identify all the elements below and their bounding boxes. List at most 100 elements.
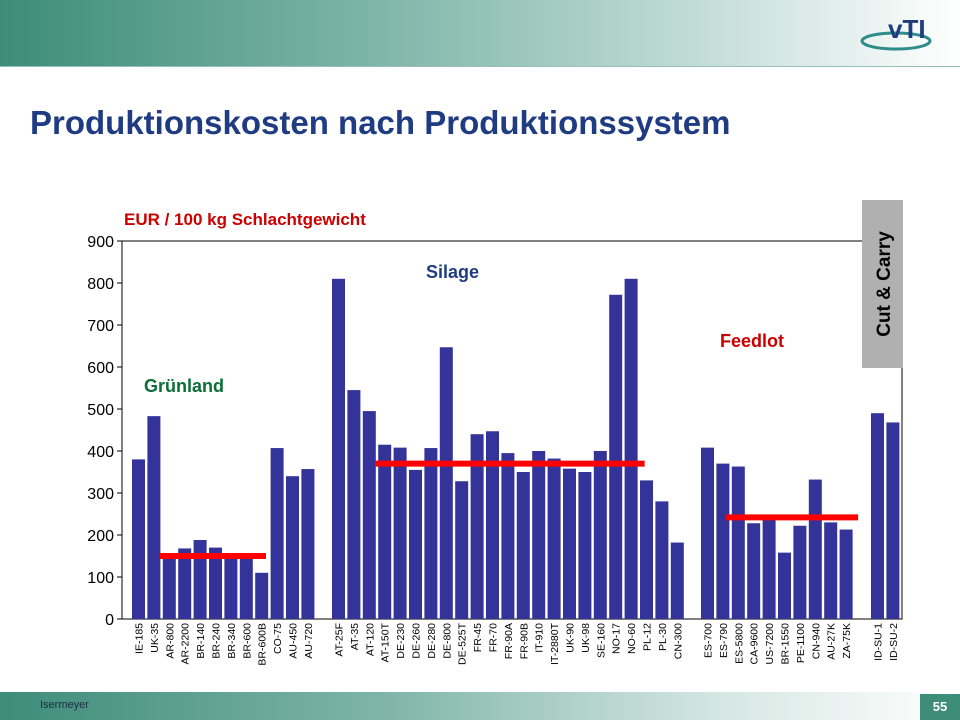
y-tick-label: 700 (87, 318, 114, 335)
x-tick-label: AR-800 (164, 623, 176, 659)
bar (886, 422, 900, 619)
group-label: Feedlot (720, 331, 784, 351)
y-tick-label: 400 (87, 444, 114, 461)
y-tick-label: 900 (87, 234, 114, 251)
logo-swoosh-icon (860, 31, 932, 51)
bar (178, 548, 192, 619)
x-tick-label: BR-240 (211, 623, 223, 659)
bar (670, 542, 684, 619)
bar (239, 553, 253, 619)
bar (808, 479, 822, 619)
y-tick-label: 600 (87, 360, 114, 377)
bar (839, 529, 853, 619)
bar (563, 468, 576, 619)
bar (778, 552, 791, 619)
x-tick-label: FR-45 (472, 623, 484, 652)
x-tick-label: CA-9600 (749, 623, 761, 665)
bar (516, 472, 530, 619)
page-number: 55 (920, 694, 960, 720)
bar (501, 453, 515, 619)
x-tick-label: ID-SU-1 (873, 623, 885, 661)
bar (378, 444, 392, 619)
x-tick-label: AT-150T (380, 622, 392, 662)
bar (871, 413, 884, 619)
x-tick-label: AT-120 (364, 623, 376, 656)
x-tick-label: BR-1550 (780, 623, 792, 665)
bar (593, 451, 607, 619)
x-tick-label: NO-60 (626, 623, 638, 654)
bar (270, 448, 284, 619)
bar (655, 501, 669, 619)
bar (547, 458, 561, 619)
x-tick-label: AT-35 (349, 623, 361, 650)
bar (624, 278, 638, 619)
bar-chart: 0 100 200 300 400 500 600 700 800 900 EUR / 100 kg… (87, 200, 903, 666)
x-tick-label: AR-2200 (180, 623, 192, 665)
bar (824, 522, 838, 619)
x-tick-label: US-7200 (764, 623, 776, 665)
bar (486, 431, 499, 619)
y-axis-label: EUR / 100 kg Schlachtgewicht (124, 210, 366, 229)
bar (393, 447, 407, 619)
x-tick-label: AU-720 (303, 623, 315, 659)
header-bar (0, 0, 960, 67)
bar (132, 459, 145, 619)
cut-carry-box (862, 200, 903, 368)
x-tick-label: ZA-75K (841, 623, 853, 659)
x-tick-label: PL-12 (642, 623, 654, 651)
x-tick-label: AU-27K (826, 623, 838, 660)
bar (470, 434, 484, 619)
footer-bar (0, 692, 960, 720)
x-tick-label: BR-600 (241, 623, 253, 659)
slide-title: Produktionskosten nach Produktionssystem (30, 104, 731, 141)
bar (347, 390, 361, 619)
logo-text: vTI (888, 14, 926, 44)
y-tick-label: 800 (87, 276, 114, 293)
x-tick-label: BR-600B (257, 623, 269, 666)
y-tick-label: 300 (87, 486, 114, 503)
x-tick-label: FR-90B (518, 623, 530, 659)
bar (609, 294, 623, 619)
bar (640, 480, 653, 619)
x-tick-label: AT-25F (334, 623, 346, 657)
x-tick-label: DE-260 (411, 623, 423, 659)
x-tick-label: AU-450 (288, 623, 300, 659)
y-tick-label: 200 (87, 528, 114, 545)
bar (193, 540, 207, 619)
bar (224, 553, 238, 619)
bar (286, 476, 299, 619)
bar (332, 278, 345, 619)
x-tick-label: ID-SU-2 (888, 623, 900, 661)
footer-author: Isermeyer (40, 699, 89, 711)
bar (532, 451, 546, 619)
x-tick-label: IT-2880T (549, 622, 561, 665)
x-tick-label: DE-525T (457, 622, 469, 665)
x-tick-label: FR-70 (488, 623, 500, 652)
x-tick-label: DE-800 (441, 623, 453, 659)
bar (455, 481, 469, 619)
y-tick-label: 0 (105, 612, 114, 629)
x-tick-label: IE-185 (134, 623, 146, 654)
x-tick-label: UK-98 (580, 623, 592, 653)
bar (162, 553, 176, 619)
bar (301, 469, 315, 619)
x-tick-label: CO-75 (272, 623, 284, 654)
bar (578, 472, 592, 619)
bar (716, 463, 730, 619)
bar (439, 347, 453, 619)
x-tick-label: PE-1100 (795, 623, 807, 663)
y-tick-label: 100 (87, 570, 114, 587)
group-label: Grünland (144, 376, 224, 396)
bar (731, 466, 745, 619)
x-tick-label: NO-17 (611, 623, 623, 654)
bar (701, 447, 714, 619)
bar (147, 416, 161, 619)
bar (747, 523, 761, 619)
bar (793, 525, 807, 619)
x-tick-label: DE-280 (426, 623, 438, 659)
x-tick-label: BR-340 (226, 623, 238, 659)
vti-logo: vTI (860, 14, 932, 51)
x-tick-label: CN-300 (672, 623, 684, 659)
bar (409, 469, 422, 619)
x-tick-label: BR-140 (195, 623, 207, 659)
